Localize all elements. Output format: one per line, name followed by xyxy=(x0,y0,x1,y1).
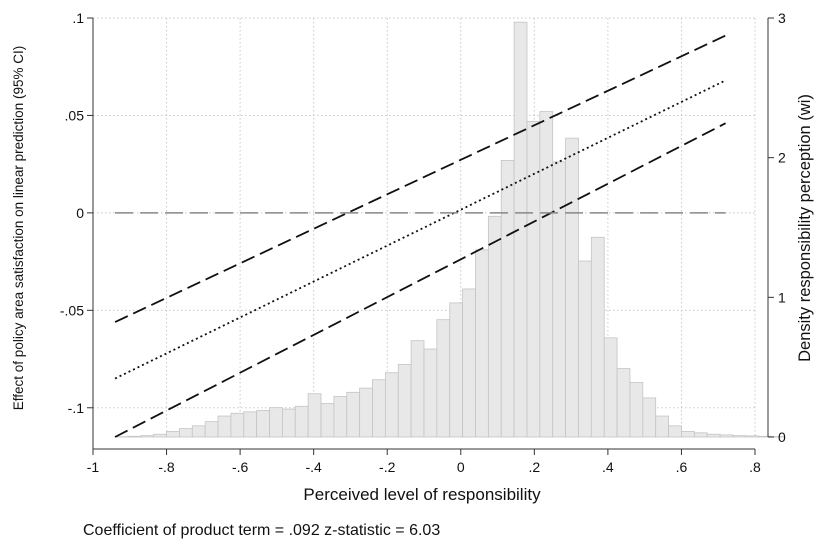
x-axis-ticks: -1 -.8 -.6 -.4 -.2 0 .2 .4 .6 .8 xyxy=(87,449,761,475)
histogram-bar xyxy=(539,111,554,438)
line-lower-ci xyxy=(114,122,726,438)
y2-tick-label: 1 xyxy=(778,289,786,305)
histogram-bar xyxy=(307,393,322,438)
histogram-bar xyxy=(410,340,425,438)
histogram-bar xyxy=(372,379,386,438)
histogram-bar xyxy=(436,319,451,438)
histogram-bar xyxy=(693,432,708,438)
histogram-bar xyxy=(256,410,270,438)
histogram-bar xyxy=(346,391,361,438)
histogram-bar xyxy=(462,288,476,438)
histogram-bar xyxy=(706,433,721,438)
histogram-bar xyxy=(449,302,464,438)
x-tick-label: -.6 xyxy=(232,459,249,475)
histogram-bar xyxy=(384,372,399,438)
y-tick-label: -.1 xyxy=(68,400,85,416)
histogram-bar xyxy=(153,433,167,438)
y2-axis-title: Density responsibility perception (wi) xyxy=(796,94,814,362)
histogram-bar xyxy=(475,249,489,438)
histogram-bar xyxy=(578,260,592,438)
chart-note: Coefficient of product term = .092 z-sta… xyxy=(83,522,440,539)
x-tick-label: -.4 xyxy=(305,459,322,475)
histogram-bar xyxy=(333,396,348,438)
x-tick-label: -1 xyxy=(87,459,100,475)
y-axis-title: Effect of policy area satisfaction on li… xyxy=(11,46,26,410)
histogram-bar xyxy=(526,120,541,438)
histogram-bar xyxy=(217,415,232,438)
x-axis-title: Perceived level of responsibility xyxy=(303,485,541,504)
x-tick-label: -.8 xyxy=(158,459,175,475)
histogram-bar xyxy=(204,421,219,438)
x-tick-label: -.2 xyxy=(379,459,396,475)
histogram-bar xyxy=(590,236,605,438)
line-estimate xyxy=(114,79,726,380)
histogram-bar xyxy=(191,425,206,438)
histogram-bar xyxy=(230,412,245,438)
y2-tick-label: 3 xyxy=(778,10,786,26)
histogram-bar xyxy=(655,415,669,438)
y-tick-label: .05 xyxy=(65,107,85,123)
axes xyxy=(92,18,769,450)
histogram-bar xyxy=(565,137,579,438)
y-tick-label: .1 xyxy=(72,10,84,26)
y-tick-label: -.05 xyxy=(60,302,84,318)
histogram-bar xyxy=(629,382,644,438)
histogram-bar xyxy=(513,21,528,438)
x-tick-label: .2 xyxy=(528,459,540,475)
y-tick-label: 0 xyxy=(76,205,84,221)
histogram-bar xyxy=(320,403,335,438)
y2-axis-ticks: 0 1 2 3 xyxy=(768,10,786,445)
histogram-bar xyxy=(423,348,438,438)
histogram-bar xyxy=(179,428,193,438)
x-tick-label: .8 xyxy=(749,459,761,475)
histogram-bar xyxy=(397,363,412,438)
histogram-bar xyxy=(668,425,682,438)
histogram-bar xyxy=(719,434,734,438)
histogram-bar xyxy=(732,435,747,438)
line-upper-ci xyxy=(114,34,726,323)
histogram-bar xyxy=(294,405,309,438)
histogram-bar xyxy=(127,435,142,438)
histogram-bar xyxy=(616,368,631,438)
y2-tick-label: 2 xyxy=(778,150,786,166)
histogram-bar xyxy=(500,160,515,438)
histogram-bar xyxy=(269,407,283,438)
histogram-bar xyxy=(359,387,373,438)
histogram-bar xyxy=(487,215,502,438)
histogram-bar xyxy=(166,431,180,438)
x-tick-label: 0 xyxy=(457,459,465,475)
histogram-bar xyxy=(140,435,155,438)
histogram-bar xyxy=(603,337,618,438)
lines xyxy=(114,34,726,438)
histogram-bar xyxy=(745,435,760,438)
histogram-bar xyxy=(681,431,695,438)
histogram-bar xyxy=(642,397,657,438)
y-axis-ticks: .1 .05 0 -.05 -.1 xyxy=(60,10,93,416)
y2-tick-label: 0 xyxy=(778,429,786,445)
histogram-bar xyxy=(282,408,296,438)
histogram-bar xyxy=(243,411,258,438)
x-tick-label: .6 xyxy=(676,459,688,475)
histogram-bar xyxy=(552,161,566,438)
x-tick-label: .4 xyxy=(602,459,614,475)
